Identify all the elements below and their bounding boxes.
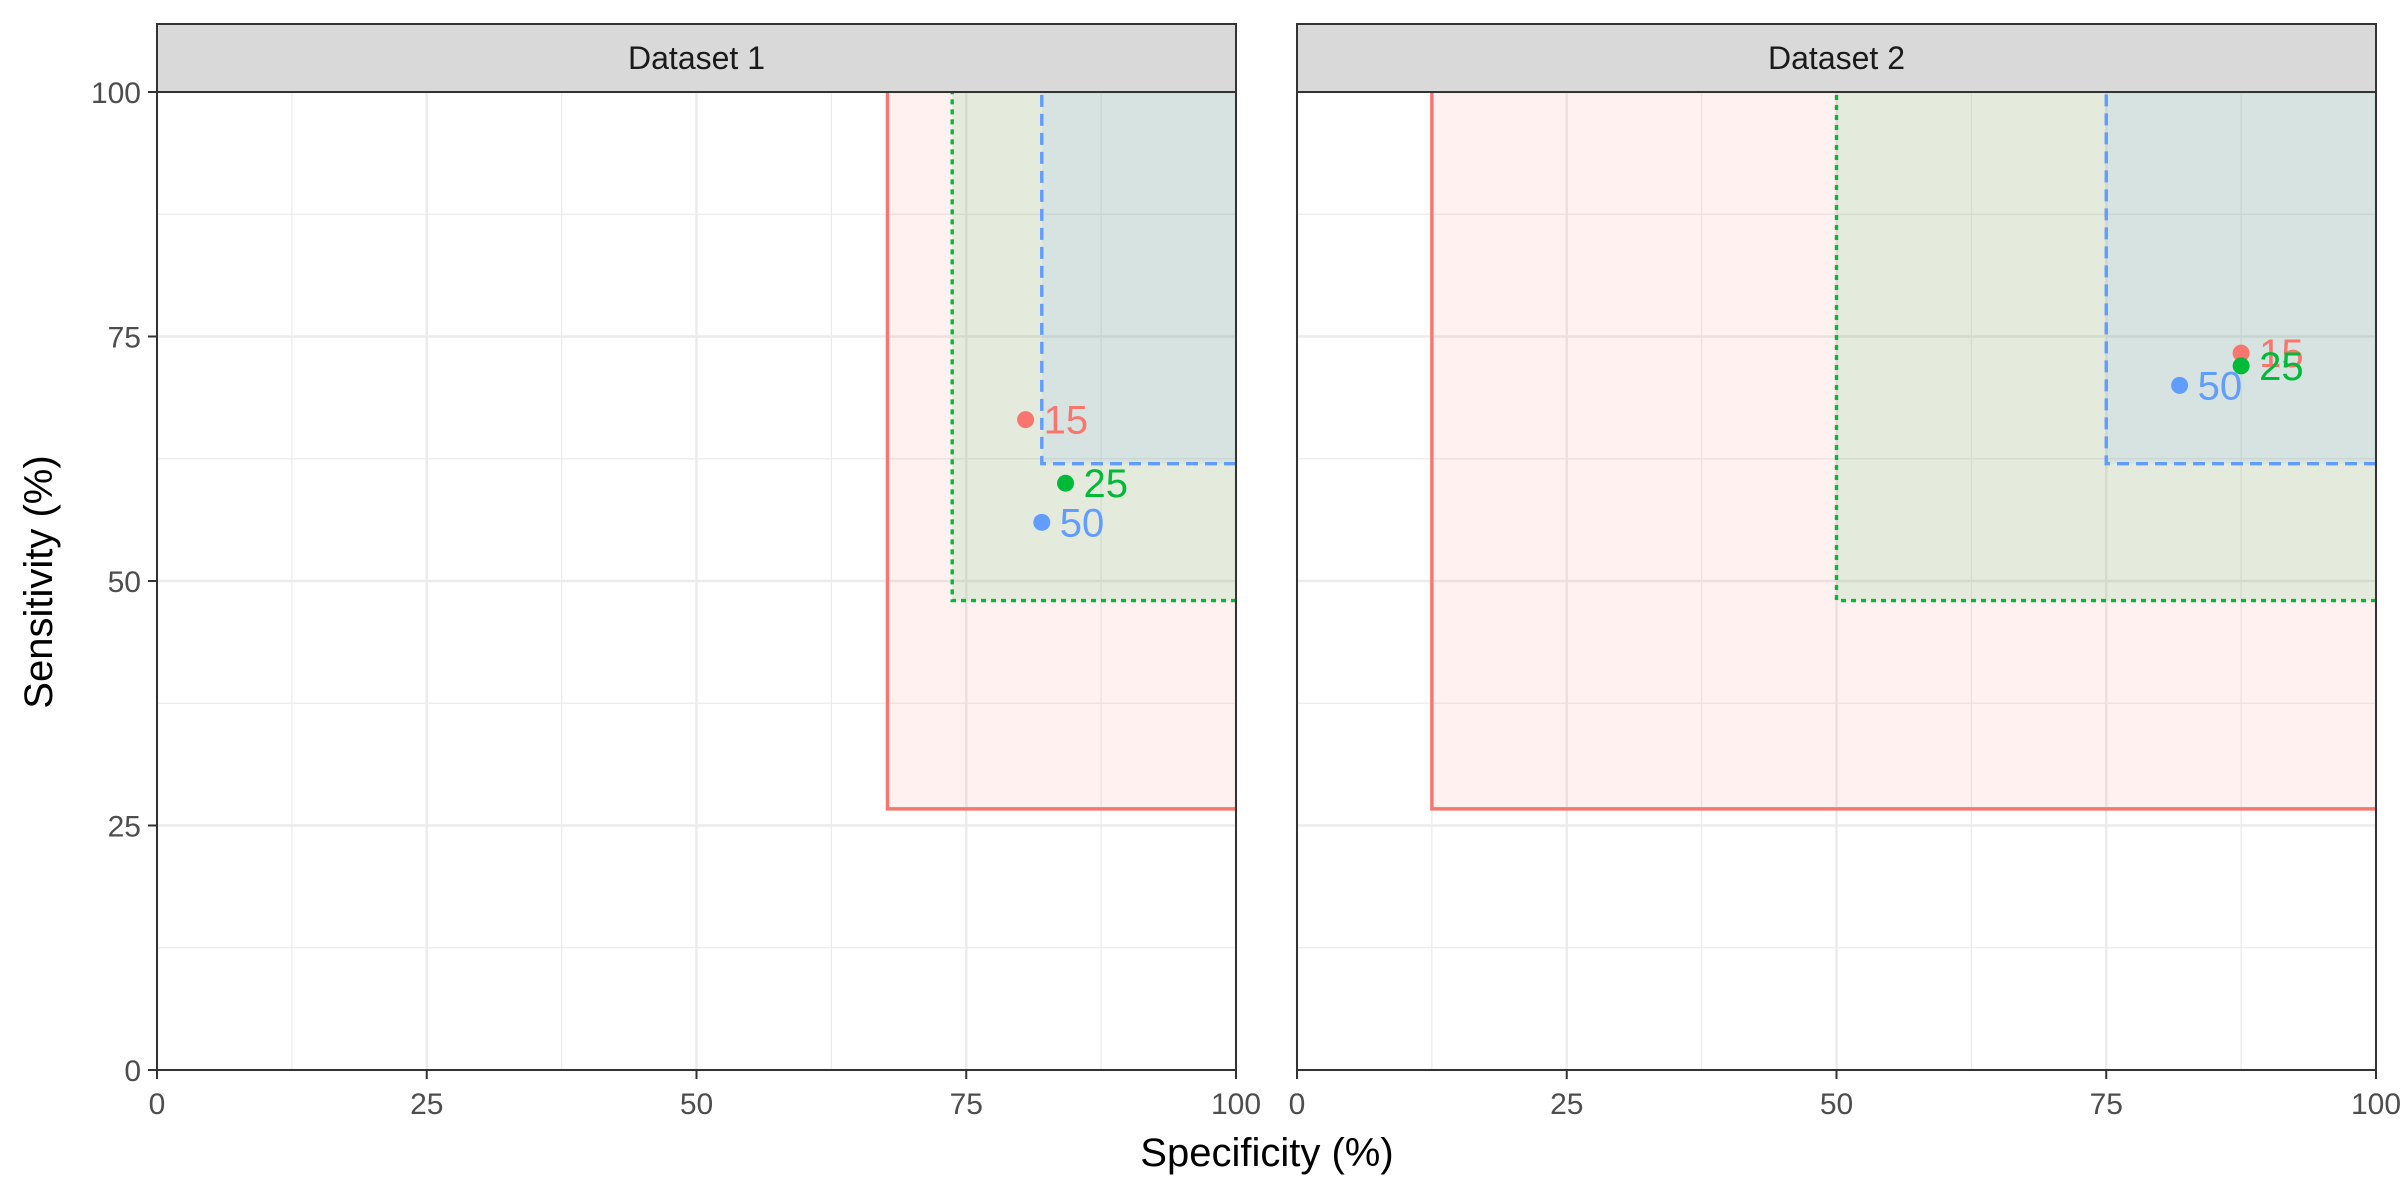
x-tick-label: 75 — [2090, 1088, 2123, 1121]
x-tick-label: 50 — [1820, 1088, 1853, 1121]
x-tick-label: 25 — [1550, 1088, 1583, 1121]
region-fill-50 — [1041, 92, 1236, 464]
region-fill-50 — [2106, 92, 2376, 464]
x-tick-label: 50 — [680, 1088, 713, 1121]
y-tick-label: 50 — [108, 566, 141, 599]
region-outline-25 — [950, 92, 1236, 603]
y-axis-title: Sensitivity (%) — [17, 455, 61, 708]
data-point-15 — [1017, 411, 1035, 429]
x-tick-label: 75 — [950, 1088, 983, 1121]
region-fill-15 — [887, 92, 1236, 809]
data-point-50 — [2171, 376, 2189, 394]
x-tick-label: 100 — [2351, 1088, 2400, 1121]
x-tick-label: 0 — [1289, 1088, 1306, 1121]
y-tick-label: 25 — [108, 811, 141, 844]
region-outline-50 — [2104, 92, 2376, 466]
x-tick-label: 25 — [410, 1088, 443, 1121]
y-tick-label: 100 — [91, 77, 141, 110]
data-label-15: 15 — [1044, 399, 1089, 443]
region-outline-50 — [1040, 92, 1236, 466]
data-label-50: 50 — [1060, 501, 1105, 545]
panel-strip-title: Dataset 1 — [628, 40, 765, 76]
x-tick-label: 100 — [1211, 1088, 1261, 1121]
data-label-25: 25 — [2259, 345, 2304, 389]
data-point-25 — [2232, 357, 2250, 375]
data-point-25 — [1057, 474, 1075, 492]
region-outline-15 — [885, 92, 1236, 811]
data-label-25: 25 — [1084, 462, 1129, 506]
data-label-50: 50 — [2198, 364, 2243, 408]
data-point-15 — [2232, 344, 2250, 362]
panel-strip-title: Dataset 2 — [1768, 40, 1905, 76]
panel-strip — [156, 23, 1237, 93]
data-label-15: 15 — [2259, 332, 2304, 376]
x-tick-label: 0 — [149, 1088, 166, 1121]
y-tick-label: 0 — [124, 1055, 141, 1088]
x-axis-title: Specificity (%) — [1140, 1131, 1393, 1175]
data-point-50 — [1033, 513, 1051, 531]
panel-strip — [1296, 23, 2377, 93]
region-outline-15 — [1430, 92, 2376, 811]
region-fill-25 — [952, 92, 1236, 601]
region-fill-15 — [1431, 92, 2376, 809]
y-tick-label: 75 — [108, 322, 141, 355]
